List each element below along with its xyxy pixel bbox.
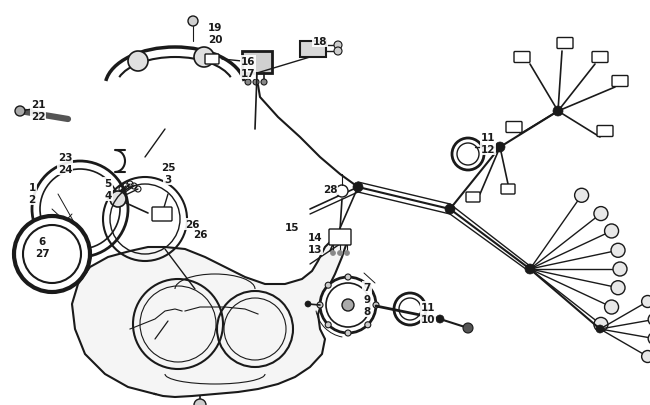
Circle shape [334,48,342,56]
Text: 12: 12 [481,145,495,155]
FancyBboxPatch shape [514,52,530,63]
Circle shape [194,48,214,68]
FancyBboxPatch shape [506,122,522,133]
Circle shape [345,330,351,336]
Circle shape [261,80,267,86]
FancyBboxPatch shape [612,76,628,87]
FancyBboxPatch shape [205,55,219,65]
Text: 3: 3 [164,175,172,185]
Text: 16: 16 [240,57,255,67]
Text: 9: 9 [363,294,370,304]
Text: 20: 20 [208,35,222,45]
Bar [300,42,326,58]
Text: 5: 5 [105,179,112,189]
Text: 17: 17 [240,69,255,79]
Circle shape [596,325,604,333]
Circle shape [365,283,370,288]
Circle shape [342,299,354,311]
Circle shape [305,301,311,307]
Circle shape [604,224,619,239]
Circle shape [594,207,608,221]
Text: 14: 14 [307,232,322,243]
Circle shape [373,302,379,308]
Text: 25: 25 [161,162,176,173]
Circle shape [445,205,455,215]
Circle shape [353,183,363,192]
Circle shape [463,323,473,333]
Text: 15: 15 [285,222,299,232]
Circle shape [325,283,332,288]
Circle shape [14,216,90,292]
Text: 11: 11 [481,133,495,143]
FancyBboxPatch shape [592,52,608,63]
Circle shape [110,192,126,207]
FancyBboxPatch shape [152,207,172,222]
Circle shape [648,333,650,345]
Circle shape [325,322,332,328]
Circle shape [604,300,619,314]
Text: 19: 19 [208,23,222,33]
Text: 2: 2 [29,194,36,205]
Text: 22: 22 [31,112,46,122]
Text: 10: 10 [421,314,436,324]
FancyBboxPatch shape [557,38,573,49]
FancyBboxPatch shape [329,230,351,245]
Circle shape [642,296,650,308]
Text: 28: 28 [323,185,337,194]
Circle shape [611,244,625,258]
Circle shape [436,315,444,323]
Circle shape [345,274,351,280]
Circle shape [334,42,342,50]
Circle shape [188,17,198,27]
Bar [242,52,272,74]
Circle shape [330,251,335,256]
FancyBboxPatch shape [501,185,515,194]
Circle shape [32,162,128,257]
Text: 7: 7 [363,282,370,292]
Circle shape [344,251,350,256]
Text: 27: 27 [34,248,49,258]
Text: 6: 6 [38,237,46,246]
Text: 24: 24 [58,164,72,175]
Circle shape [317,302,323,308]
Circle shape [245,80,251,86]
Circle shape [553,107,563,117]
FancyBboxPatch shape [597,126,613,137]
Text: 26: 26 [193,230,207,239]
Circle shape [365,322,370,328]
Text: 13: 13 [307,244,322,254]
Circle shape [525,264,535,274]
Circle shape [611,281,625,295]
Circle shape [253,80,259,86]
Circle shape [642,351,650,362]
Circle shape [337,251,343,256]
Text: 8: 8 [363,306,370,316]
Text: 18: 18 [313,37,327,47]
Text: 4: 4 [104,190,112,200]
Circle shape [594,318,608,332]
Circle shape [336,185,348,198]
Text: 1: 1 [29,183,36,192]
Text: 11: 11 [421,302,436,312]
Circle shape [194,399,206,405]
Circle shape [320,277,376,333]
FancyBboxPatch shape [466,192,480,202]
Text: 21: 21 [31,100,46,110]
Circle shape [575,189,589,203]
Circle shape [495,143,505,153]
Circle shape [613,262,627,276]
Circle shape [648,314,650,326]
Polygon shape [72,231,348,397]
Circle shape [15,107,25,117]
Text: 26: 26 [185,220,200,230]
Circle shape [128,52,148,72]
Text: 23: 23 [58,153,72,162]
